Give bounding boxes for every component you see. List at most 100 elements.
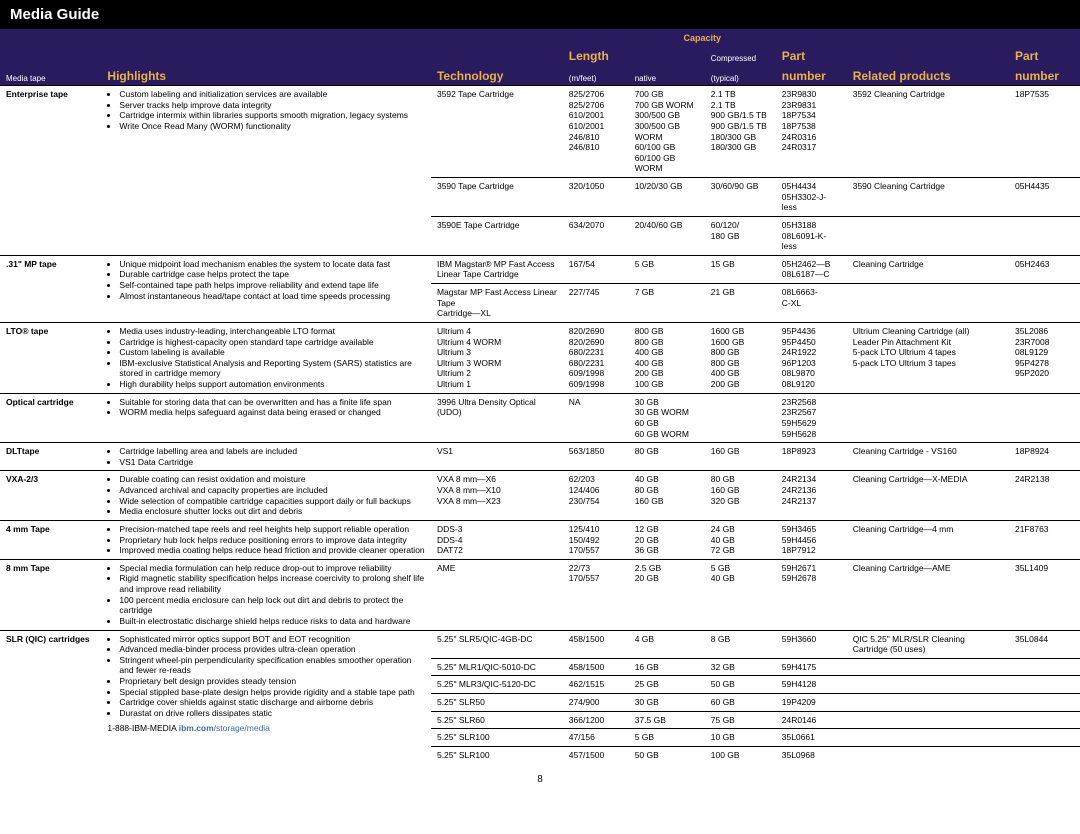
- table-row: Enterprise tapeCustom labeling and initi…: [0, 86, 1080, 178]
- capacity-header: Capacity: [629, 29, 776, 45]
- rpart-cell: [1009, 729, 1080, 747]
- part-cell: 05H318808L6091-K-less: [776, 216, 847, 255]
- tech-cell: 3590 Tape Cartridge: [431, 178, 563, 217]
- comp-cell: 60/120/180 GB: [705, 216, 776, 255]
- media-table: Capacity Length Compressed Part Part Med…: [0, 29, 1080, 764]
- rpart-cell: [1009, 658, 1080, 676]
- part-cell: 08L6663-C-XL: [776, 284, 847, 323]
- part-cell: 05H443405H3302-J-less: [776, 178, 847, 217]
- compressed-header: Compressed: [711, 54, 756, 63]
- part-cell: 59H267159H2678: [776, 559, 847, 630]
- length-cell: 366/1200: [563, 711, 629, 729]
- highlights-header: Highlights: [107, 69, 166, 83]
- related-cell: [847, 676, 1009, 694]
- related-cell: [847, 746, 1009, 763]
- related-cell: Cleaning Cartridge: [847, 255, 1009, 283]
- table-row: Optical cartridgeSuitable for storing da…: [0, 393, 1080, 443]
- native-cell: 12 GB20 GB36 GB: [629, 520, 705, 559]
- number-header: number: [782, 69, 826, 83]
- comp-cell: 1600 GB1600 GB800 GB800 GB400 GB200 GB: [705, 322, 776, 393]
- native-cell: 800 GB800 GB400 GB400 GB200 GB100 GB: [629, 322, 705, 393]
- rpart-cell: [1009, 746, 1080, 763]
- related-cell: Cleaning Cartridge—4 mm: [847, 520, 1009, 559]
- length-cell: 457/1500: [563, 746, 629, 763]
- rpart-cell: [1009, 694, 1080, 712]
- related-cell: [847, 729, 1009, 747]
- tech-cell: VXA 8 mm—X6VXA 8 mm—X10VXA 8 mm—X23: [431, 471, 563, 521]
- rpart-cell: 24R2138: [1009, 471, 1080, 521]
- native-cell: 40 GB80 GB160 GB: [629, 471, 705, 521]
- section-label: VXA-2/3: [0, 471, 101, 521]
- comp-cell: 5 GB40 GB: [705, 559, 776, 630]
- highlights-cell: Cartridge labelling area and labels are …: [101, 443, 431, 471]
- highlights-cell: Unique midpoint load mechanism enables t…: [101, 255, 431, 322]
- table-row: 4 mm TapePrecision-matched tape reels an…: [0, 520, 1080, 559]
- section-label: 8 mm Tape: [0, 559, 101, 630]
- rpart-cell: 35L0844: [1009, 630, 1080, 658]
- part-header: Part: [782, 49, 805, 63]
- highlights-cell: Suitable for storing data that can be ov…: [101, 393, 431, 443]
- length-cell: 125/410150/492170/557: [563, 520, 629, 559]
- length-cell: 47/156: [563, 729, 629, 747]
- comp-cell: 30/60/90 GB: [705, 178, 776, 217]
- highlights-cell: Durable coating can resist oxidation and…: [101, 471, 431, 521]
- section-label: Optical cartridge: [0, 393, 101, 443]
- rpart-cell: 05H4435: [1009, 178, 1080, 217]
- related-header: Related products: [853, 69, 951, 83]
- table-row: SLR (QIC) cartridgesSophisticated mirror…: [0, 630, 1080, 658]
- related-cell: [847, 393, 1009, 443]
- tech-cell: VS1: [431, 443, 563, 471]
- comp-cell: 80 GB160 GB320 GB: [705, 471, 776, 521]
- length-cell: NA: [563, 393, 629, 443]
- length-cell: 167/54: [563, 255, 629, 283]
- comp-cell: 50 GB: [705, 676, 776, 694]
- comp-cell: 60 GB: [705, 694, 776, 712]
- native-cell: 10/20/30 GB: [629, 178, 705, 217]
- native-cell: 16 GB: [629, 658, 705, 676]
- part-header-2: Part: [1015, 49, 1038, 63]
- comp-cell: 10 GB: [705, 729, 776, 747]
- tech-cell: 3590E Tape Cartridge: [431, 216, 563, 255]
- part-cell: 23R256823R256759H562959H5628: [776, 393, 847, 443]
- related-cell: [847, 216, 1009, 255]
- length-cell: 227/745: [563, 284, 629, 323]
- native-cell: 20/40/60 GB: [629, 216, 705, 255]
- technology-header: Technology: [437, 69, 503, 83]
- table-row: DLTtapeCartridge labelling area and labe…: [0, 443, 1080, 471]
- compressed-sub: (typical): [711, 74, 739, 83]
- native-cell: 25 GB: [629, 676, 705, 694]
- native-cell: 30 GB: [629, 694, 705, 712]
- rpart-cell: 18P7535: [1009, 86, 1080, 178]
- tech-cell: 5.25" SLR60: [431, 711, 563, 729]
- section-label: SLR (QIC) cartridges: [0, 630, 101, 764]
- section-label: .31" MP tape: [0, 255, 101, 322]
- native-cell: 50 GB: [629, 746, 705, 763]
- rpart-cell: [1009, 393, 1080, 443]
- rpart-cell: 21F8763: [1009, 520, 1080, 559]
- native-cell: 4 GB: [629, 630, 705, 658]
- tech-cell: 3996 Ultra Density Optical (UDO): [431, 393, 563, 443]
- part-cell: 18P8923: [776, 443, 847, 471]
- tech-cell: 5.25" MLR1/QIC-5010-DC: [431, 658, 563, 676]
- related-cell: [847, 694, 1009, 712]
- page-number: 8: [0, 764, 1080, 795]
- length-cell: 825/2706825/2706610/2001610/2001246/8102…: [563, 86, 629, 178]
- related-cell: [847, 658, 1009, 676]
- table-row: LTO® tapeMedia uses industry-leading, in…: [0, 322, 1080, 393]
- length-cell: 62/203124/406230/754: [563, 471, 629, 521]
- related-cell: Ultrium Cleaning Cartridge (all)Leader P…: [847, 322, 1009, 393]
- table-row: .31" MP tapeUnique midpoint load mechani…: [0, 255, 1080, 283]
- native-header: native: [635, 74, 656, 83]
- comp-cell: 8 GB: [705, 630, 776, 658]
- related-cell: QIC 5.25" MLR/SLR CleaningCartridge (50 …: [847, 630, 1009, 658]
- part-cell: 95P443695P445024R192296P120308L987008L91…: [776, 322, 847, 393]
- rpart-cell: [1009, 284, 1080, 323]
- rpart-cell: [1009, 711, 1080, 729]
- highlights-cell: Precision-matched tape reels and reel he…: [101, 520, 431, 559]
- comp-cell: 21 GB: [705, 284, 776, 323]
- rpart-cell: [1009, 676, 1080, 694]
- native-cell: 5 GB: [629, 729, 705, 747]
- native-cell: 700 GB700 GB WORM300/500 GB300/500 GBWOR…: [629, 86, 705, 178]
- tech-cell: Magstar MP Fast Access Linear TapeCartri…: [431, 284, 563, 323]
- part-cell: 23R983023R983118P753418P753824R031624R03…: [776, 86, 847, 178]
